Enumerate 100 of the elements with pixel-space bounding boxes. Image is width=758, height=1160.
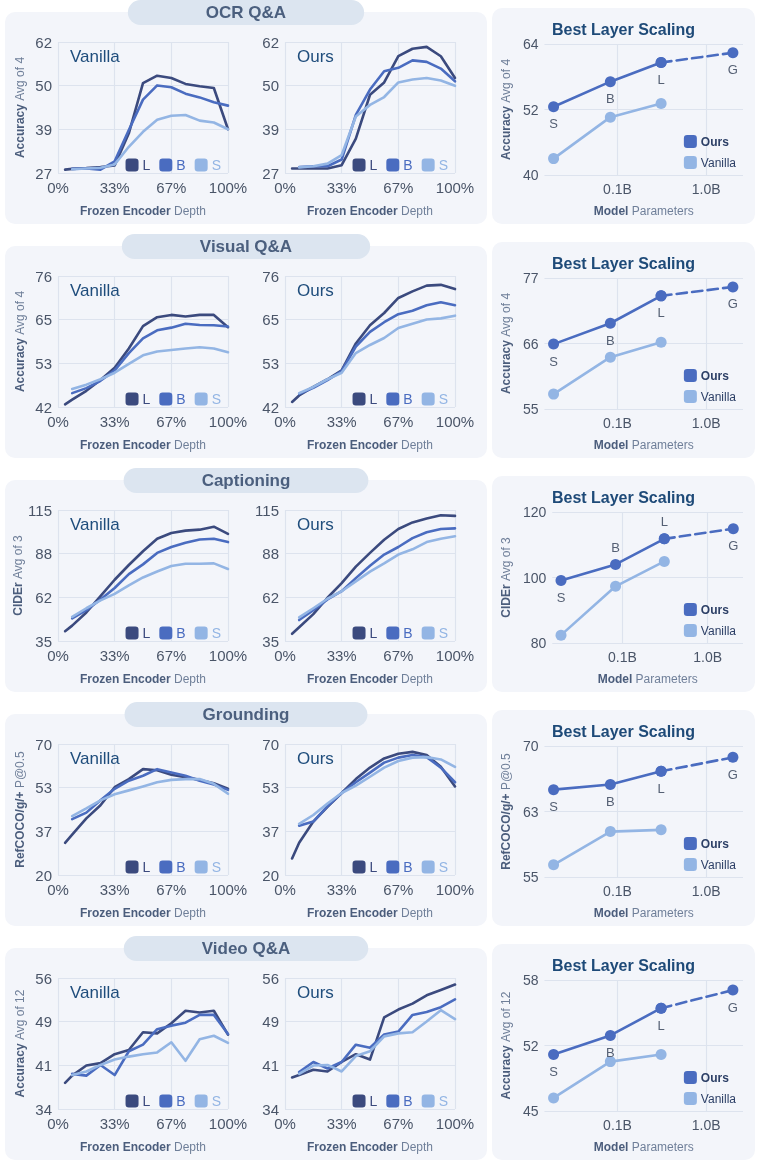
y-tick-label: 35 [35, 632, 52, 650]
x-tick-label: 67% [383, 881, 414, 898]
legend-label: L [142, 157, 151, 173]
chart-title: Best Layer Scaling [551, 488, 696, 506]
y-tick-label: 88 [262, 545, 279, 563]
x-tick-label: 100% [208, 413, 248, 430]
x-axis-title: Frozen Encoder Depth [306, 204, 434, 218]
x-axis-title: Frozen Encoder Depth [79, 906, 207, 920]
x-axis-title: Model Parameters [593, 438, 694, 452]
x-tick-label: 100% [435, 179, 475, 196]
x-axis-title: Frozen Encoder Depth [79, 672, 207, 686]
y-tick-label: 41 [262, 1056, 279, 1074]
x-axis-title: Frozen Encoder Depth [306, 1140, 434, 1154]
x-tick-label: 100% [208, 1115, 248, 1132]
y-tick-label: 50 [262, 77, 279, 95]
chart-subtitle: Ours [297, 47, 334, 66]
x-tick-label: 0.1B [603, 181, 632, 197]
legend-label: L [369, 391, 378, 407]
legend-label: Ours [700, 836, 730, 851]
x-tick-label: 100% [435, 1115, 475, 1132]
x-tick-label: 0.1B [603, 883, 632, 899]
x-tick-label: 33% [99, 647, 130, 664]
legend-label: L [142, 859, 151, 875]
chart-subtitle: Ours [297, 749, 334, 768]
x-tick-label: 33% [326, 647, 357, 664]
y-tick-label: 70 [35, 735, 52, 753]
x-tick-label: 1.0B [691, 883, 721, 899]
x-tick-label: 1.0B [691, 415, 721, 431]
legend-label: S [438, 859, 449, 875]
data-label: B [606, 332, 615, 348]
data-label: B [606, 91, 615, 107]
x-axis-title: Frozen Encoder Depth [306, 672, 434, 686]
data-label: S [549, 353, 559, 369]
x-tick-label: 67% [156, 413, 187, 430]
data-label: L [660, 514, 668, 530]
legend-label: S [438, 1093, 449, 1109]
y-tick-label: 70 [262, 735, 279, 753]
x-tick-label: 0.1B [608, 649, 637, 665]
y-axis-title: CIDEr Avg of 3 [499, 536, 513, 618]
y-tick-label: 66 [522, 335, 539, 352]
y-tick-label: 20 [262, 866, 279, 884]
y-tick-label: 42 [35, 398, 52, 416]
legend-label: B [176, 157, 186, 173]
chart-title: Best Layer Scaling [551, 20, 696, 38]
x-tick-label: 0% [47, 881, 69, 898]
y-tick-label: 41 [35, 1056, 52, 1074]
x-tick-label: 33% [326, 881, 357, 898]
y-tick-label: 62 [35, 588, 52, 606]
chart-subtitle: Vanilla [70, 281, 121, 300]
chart-title: Best Layer Scaling [551, 956, 696, 974]
x-axis-title: Model Parameters [593, 906, 694, 920]
y-tick-label: 62 [262, 588, 279, 606]
legend-label: S [438, 625, 449, 641]
data-label: G [727, 62, 738, 78]
legend-label: Vanilla [700, 1091, 737, 1106]
legend-label: S [211, 625, 222, 641]
y-tick-label: 64 [522, 36, 539, 52]
x-tick-label: 33% [99, 413, 130, 430]
x-tick-label: 33% [326, 1115, 357, 1132]
data-label: G [727, 999, 738, 1015]
data-label: G [727, 766, 738, 782]
y-axis-title: Accuracy Avg of 4 [499, 292, 513, 395]
chart-subtitle: Vanilla [70, 983, 121, 1002]
legend-label: S [438, 391, 449, 407]
y-tick-label: 53 [35, 354, 52, 372]
x-tick-label: 67% [383, 1115, 414, 1132]
data-label: L [657, 1017, 665, 1033]
legend-label: B [403, 391, 413, 407]
y-tick-label: 62 [262, 33, 279, 51]
y-axis-title: CIDEr Avg of 3 [11, 534, 26, 616]
legend-label: Ours [700, 134, 730, 149]
y-tick-label: 55 [522, 869, 539, 885]
legend-label: Ours [700, 602, 730, 617]
x-tick-label: 0.1B [603, 415, 632, 431]
x-tick-label: 0% [47, 647, 69, 664]
y-tick-label: 49 [262, 1013, 279, 1031]
y-tick-label: 35 [262, 632, 279, 650]
x-tick-label: 100% [435, 647, 475, 664]
x-tick-label: 100% [435, 881, 475, 898]
legend-label: Vanilla [700, 857, 737, 872]
y-tick-label: 62 [35, 33, 52, 51]
legend-label: Ours [700, 1070, 730, 1085]
x-tick-label: 1.0B [691, 181, 721, 197]
x-tick-label: 33% [99, 1115, 130, 1132]
legend-label: B [176, 625, 186, 641]
y-tick-label: 45 [522, 1103, 539, 1119]
y-tick-label: 42 [262, 398, 279, 416]
y-axis-title: Accuracy Avg of 12 [13, 989, 27, 1098]
data-label: G [727, 296, 738, 312]
chart-title: Best Layer Scaling [551, 254, 696, 272]
legend-label: B [176, 391, 186, 407]
x-tick-label: 100% [208, 647, 248, 664]
y-tick-label: 56 [262, 969, 279, 987]
x-tick-label: 33% [99, 881, 130, 898]
y-tick-label: 115 [255, 501, 279, 519]
chart-title: Video Q&A [201, 939, 291, 958]
y-tick-label: 37 [262, 822, 279, 840]
x-tick-label: 33% [326, 413, 357, 430]
x-tick-label: 0% [47, 179, 69, 196]
legend-label: B [403, 625, 413, 641]
